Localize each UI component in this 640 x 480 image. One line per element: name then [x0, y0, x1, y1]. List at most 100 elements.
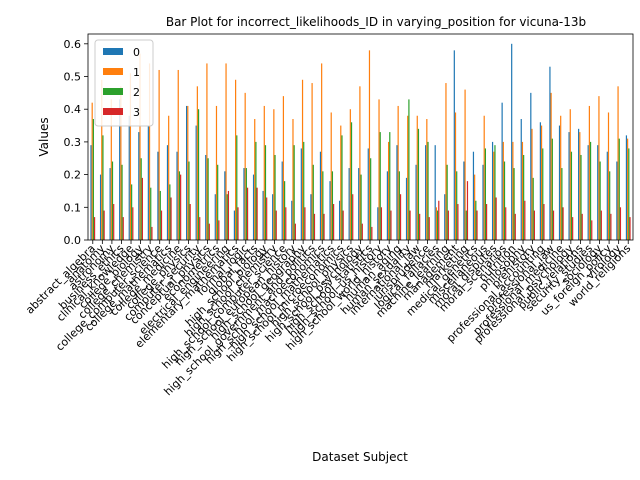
bar-series-2 [159, 190, 161, 240]
bar-series-0 [463, 161, 465, 240]
bar-series-2 [360, 174, 362, 240]
bar-series-1 [282, 96, 285, 240]
bar-series-2 [169, 184, 171, 240]
bar-series-0 [405, 177, 408, 240]
bar-series-0 [482, 164, 484, 240]
bar-series-1 [244, 92, 246, 240]
bar-series-3 [170, 197, 172, 240]
bar-series-1 [196, 86, 198, 240]
bar-series-1 [158, 69, 160, 240]
legend-label-1: 1 [133, 66, 140, 79]
bar-series-2 [121, 164, 123, 240]
bar-series-3 [313, 213, 316, 240]
bar-series-1 [110, 99, 112, 241]
bar-series-2 [274, 154, 276, 240]
bar-series-0 [472, 151, 475, 240]
bar-series-0 [348, 168, 350, 240]
legend-label-0: 0 [133, 46, 140, 59]
bar-series-0 [415, 164, 417, 240]
bar-series-0 [291, 200, 293, 240]
bar-series-1 [512, 141, 514, 240]
bar-series-2 [293, 145, 295, 240]
bar-series-2 [150, 187, 152, 240]
bar-series-0 [491, 141, 494, 240]
bar-series-3 [409, 210, 411, 240]
bar-series-1 [627, 138, 629, 240]
y-tick-label: 0.6 [64, 38, 82, 51]
bar-series-0 [511, 43, 513, 241]
bar-series-1 [235, 79, 237, 240]
bar-series-1 [301, 79, 304, 240]
bar-series-3 [543, 204, 545, 240]
bar-series-3 [562, 207, 564, 240]
chart-title: Bar Plot for incorrect_likelihoods_ID in… [166, 15, 586, 29]
y-axis-label: Values [37, 117, 51, 156]
bar-series-0 [444, 194, 446, 240]
bar-series-1 [387, 141, 390, 240]
bar-series-1 [273, 109, 275, 241]
bar-series-1 [349, 109, 351, 241]
bar-series-2 [284, 181, 286, 240]
bar-series-2 [92, 119, 94, 240]
bar-series-0 [272, 194, 274, 240]
bar-series-0 [616, 161, 618, 240]
bar-series-1 [588, 105, 590, 240]
bar-series-2 [446, 164, 448, 240]
bar-series-3 [466, 181, 469, 240]
bars-group [90, 43, 631, 241]
bar-series-0 [568, 132, 570, 240]
bar-series-0 [358, 168, 360, 240]
bar-series-0 [262, 190, 264, 240]
bar-series-3 [390, 210, 392, 240]
bar-series-3 [141, 177, 143, 240]
bar-series-1 [502, 141, 504, 240]
bar-series-1 [569, 109, 571, 241]
bar-series-0 [578, 128, 580, 240]
bar-series-2 [465, 210, 467, 240]
y-tick-label: 0.2 [64, 169, 82, 182]
bar-series-2 [102, 135, 104, 240]
bar-series-1 [531, 128, 533, 240]
bar-series-0 [377, 207, 379, 240]
bar-series-0 [520, 119, 522, 240]
bar-series-3 [524, 200, 526, 240]
bar-series-1 [579, 132, 581, 240]
bar-series-3 [485, 204, 488, 240]
bar-series-1 [101, 79, 103, 240]
bar-series-1 [330, 112, 332, 240]
bar-series-2 [580, 154, 582, 240]
legend-swatch-3 [103, 108, 123, 115]
bar-series-3 [294, 223, 296, 240]
legend-swatch-0 [103, 48, 123, 55]
bar-series-2 [389, 132, 391, 240]
bar-series-3 [103, 210, 105, 240]
bar-series-3 [380, 207, 383, 240]
bar-series-1 [426, 119, 428, 240]
bar-series-1 [416, 115, 418, 240]
bar-series-3 [552, 210, 555, 240]
bar-series-1 [129, 73, 132, 241]
bar-series-1 [168, 115, 170, 240]
bar-series-3 [285, 207, 287, 240]
bar-series-1 [474, 174, 476, 240]
bar-series-0 [329, 181, 331, 240]
bar-series-3 [619, 207, 622, 240]
bar-series-3 [419, 213, 421, 240]
bar-series-1 [445, 83, 447, 240]
bar-series-1 [187, 105, 189, 240]
bar-series-1 [206, 63, 208, 241]
bar-series-3 [151, 226, 153, 240]
bar-series-1 [397, 105, 399, 240]
bar-series-2 [609, 171, 611, 240]
bar-series-1 [607, 112, 610, 240]
bar-series-2 [618, 138, 620, 240]
y-tick-label: 0.0 [64, 234, 82, 247]
bar-series-3 [572, 217, 574, 240]
bar-series-2 [140, 158, 142, 240]
bar-series-0 [233, 210, 236, 240]
bar-series-1 [540, 125, 543, 240]
bar-series-2 [561, 168, 563, 240]
bar-series-2 [456, 171, 458, 240]
bar-series-2 [217, 164, 219, 240]
bar-series-0 [539, 122, 541, 240]
